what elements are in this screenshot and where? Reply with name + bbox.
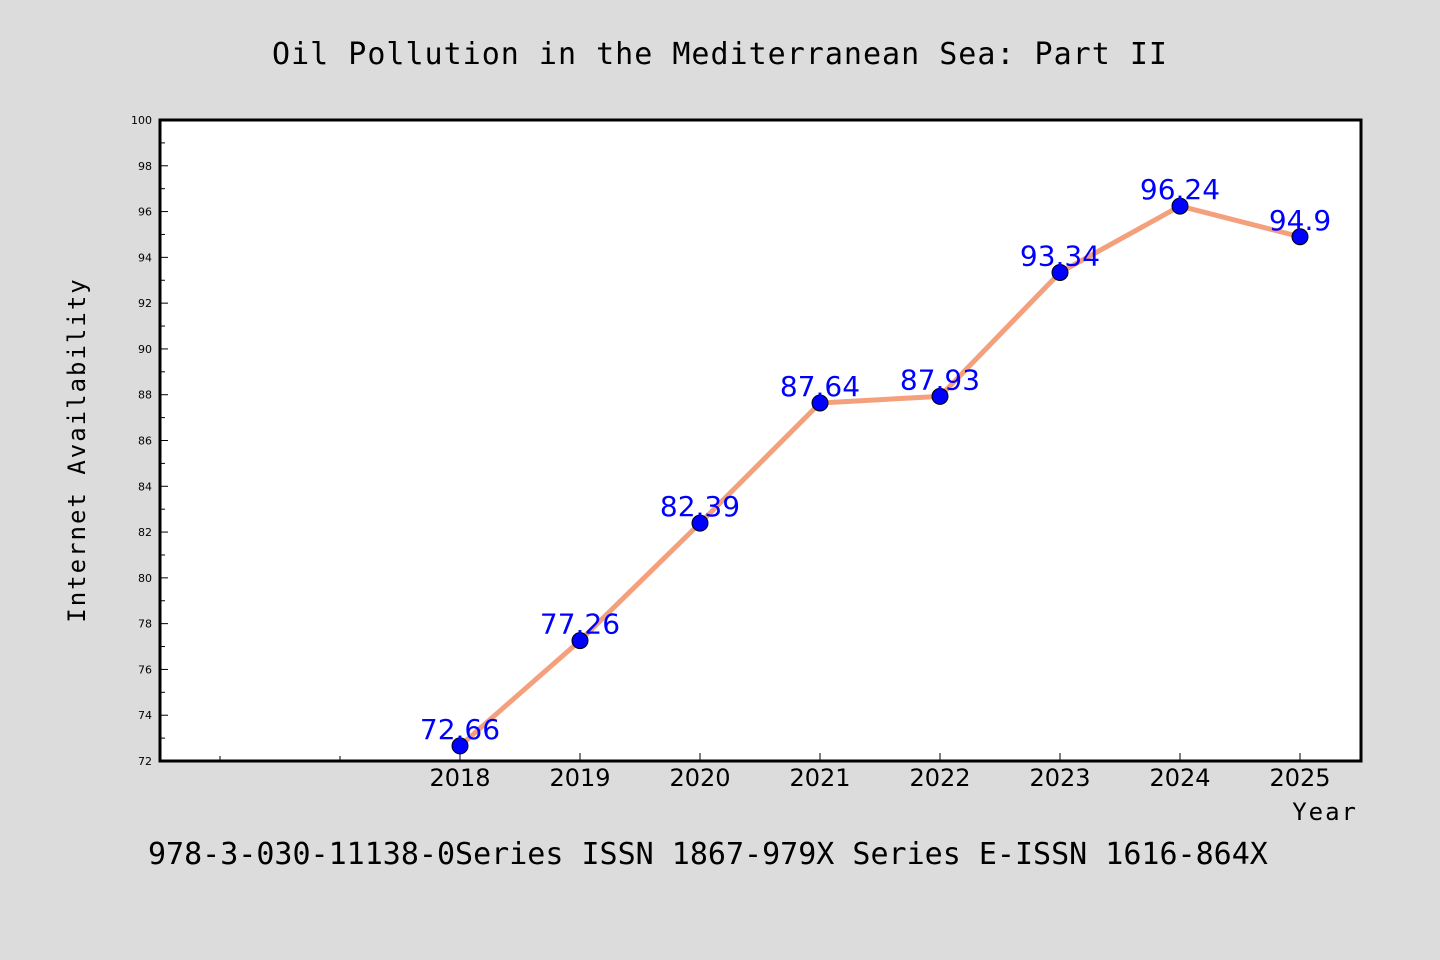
data-labels: 72.66 77.26 82.39 87.64 87.93 93.34 96.24 94.9 — [420, 173, 1331, 746]
plot-area — [158, 118, 1363, 763]
data-label: 72.66 — [420, 713, 500, 746]
x-tick-label: 2023 — [1029, 764, 1090, 792]
y-tick-label: 90 — [138, 343, 152, 356]
x-axis: 2018 2019 2020 2021 2022 2023 2024 2025 — [219, 753, 1331, 792]
x-tick-label: 2022 — [909, 764, 970, 792]
data-label: 94.9 — [1269, 204, 1331, 237]
y-tick-label: 74 — [138, 709, 152, 722]
x-tick-label: 2024 — [1149, 764, 1210, 792]
y-tick-label: 88 — [138, 389, 152, 402]
data-label: 96.24 — [1140, 173, 1220, 206]
data-label: 82.39 — [660, 490, 740, 523]
data-label: 87.93 — [900, 363, 980, 396]
data-point — [1291, 228, 1309, 246]
y-tick-label: 72 — [138, 755, 152, 768]
x-tick-label: 2020 — [669, 764, 730, 792]
x-tick-label: 2019 — [549, 764, 610, 792]
data-point — [811, 394, 829, 412]
y-axis-label: Internet Availability — [63, 277, 91, 622]
x-tick-label: 2021 — [789, 764, 850, 792]
x-tick-label: 2018 — [429, 764, 490, 792]
data-point — [1051, 263, 1069, 281]
y-tick-label: 92 — [138, 297, 152, 310]
data-point — [1171, 197, 1189, 215]
y-tick-label: 94 — [138, 251, 152, 264]
y-tick-label: 86 — [138, 435, 152, 448]
data-label: 77.26 — [540, 608, 620, 641]
y-tick-label: 82 — [138, 526, 152, 539]
y-axis: 72 74 76 78 80 82 84 86 88 90 92 94 96 98 100 — [131, 114, 168, 768]
footer-isbn-text: 978-3-030-11138-0Series ISSN 1867-979X S… — [148, 837, 1268, 872]
series-line-group — [451, 197, 1309, 755]
x-axis-label: Year — [1292, 798, 1358, 826]
series-line — [457, 203, 1303, 749]
y-tick-label: 98 — [138, 160, 152, 173]
y-tick-label: 84 — [138, 480, 152, 493]
x-tick-label: 2025 — [1269, 764, 1330, 792]
y-tick-label: 80 — [138, 572, 152, 585]
y-tick-label: 100 — [131, 114, 152, 127]
chart-title: Oil Pollution in the Mediterranean Sea: … — [272, 37, 1168, 72]
data-label: 87.64 — [780, 370, 860, 403]
data-point — [691, 514, 709, 532]
y-tick-label: 78 — [138, 618, 152, 631]
y-tick-label: 76 — [138, 663, 152, 676]
data-point — [571, 632, 589, 650]
y-tick-label: 96 — [138, 206, 152, 219]
data-point — [931, 387, 949, 405]
data-point — [451, 737, 469, 755]
data-label: 93.34 — [1020, 239, 1100, 272]
